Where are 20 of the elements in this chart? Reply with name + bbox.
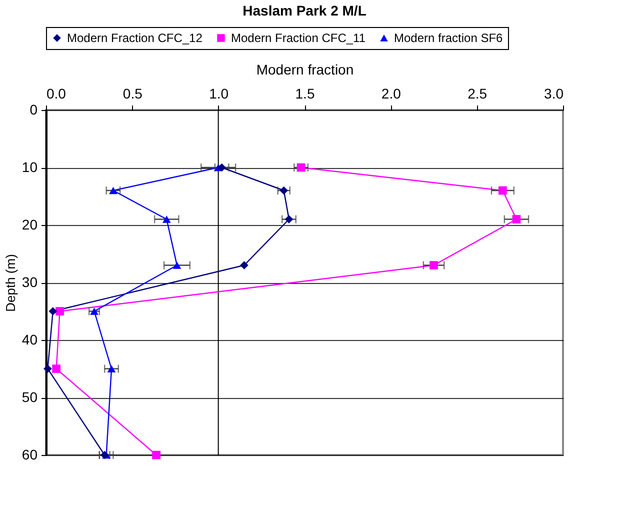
- x-tick-label: 2.0: [381, 86, 402, 102]
- x-tick-label: 1.0: [209, 86, 229, 102]
- x-tick-label: 3.0: [544, 86, 564, 102]
- y-tick-label: 40: [22, 332, 38, 348]
- x-tick-label: 0.0: [46, 86, 66, 102]
- x-tick-label: 2.5: [468, 86, 488, 102]
- y-tick-label: 30: [22, 274, 38, 290]
- legend-label: Modern Fraction CFC_11: [231, 31, 366, 45]
- y-tick-label: 60: [22, 446, 38, 462]
- y-tick-label: 20: [22, 216, 38, 232]
- y-tick-label: 50: [22, 389, 38, 405]
- y-tick-label: 0: [30, 102, 38, 118]
- y-tick-label: 10: [22, 159, 38, 175]
- legend-label: Modern fraction SF6: [394, 31, 504, 45]
- x-tick-label: 0.5: [122, 86, 143, 102]
- y-axis-title: Depth (m): [2, 254, 18, 312]
- chart-title: Haslam Park 2 M/L: [242, 2, 367, 18]
- x-axis-title: Modern fraction: [256, 62, 354, 78]
- x-tick-label: 1.5: [295, 86, 315, 102]
- legend-label: Modern Fraction CFC_12: [67, 31, 203, 45]
